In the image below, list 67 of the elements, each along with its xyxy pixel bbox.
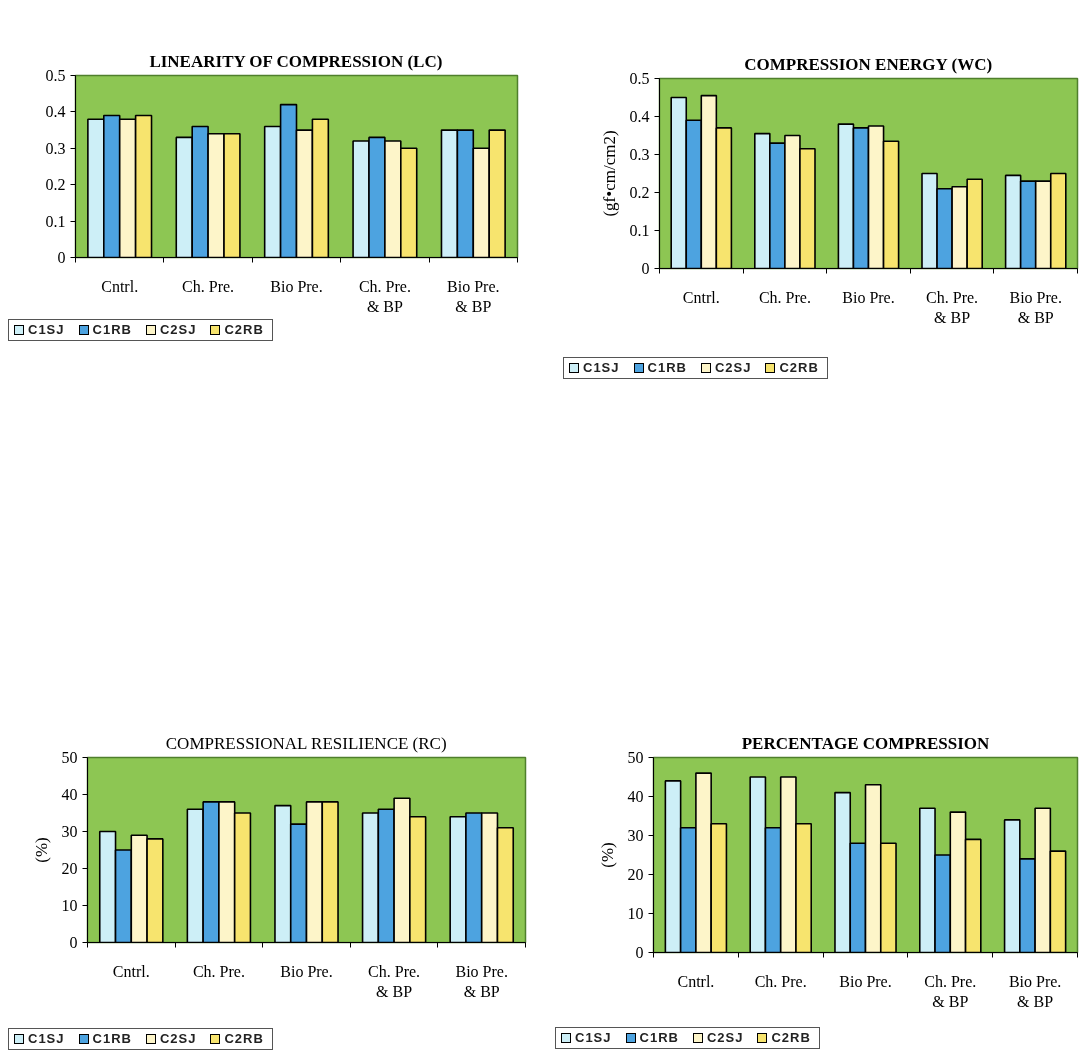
y-tick-label: 0.5: [629, 70, 650, 87]
chart-title: COMPRESSIONAL RESILIENCE (RC): [165, 733, 447, 753]
y-tick-label: 0: [69, 934, 78, 951]
x-tick-label: Ch. Pre.: [758, 288, 811, 306]
legend-label: C2RB: [771, 1030, 811, 1046]
y-tick-label: 0.3: [629, 146, 650, 163]
y-tick-label: 10: [61, 897, 78, 914]
x-tick-label: Cntrl.: [677, 972, 715, 990]
legend-label: C2RB: [224, 1031, 264, 1047]
legend-label: C2SJ: [706, 1030, 744, 1046]
chart-title: LINEARITY OF COMPRESSION (LC): [149, 51, 443, 71]
x-tick-label: Ch. Pre. & BP: [358, 277, 411, 315]
y-axis-title: (gf•cm/cm2): [599, 130, 619, 217]
y-tick-label: 30: [627, 827, 644, 844]
x-tick-label: Ch. Pre.: [754, 972, 807, 990]
x-tick-label: Bio Pre. & BP: [455, 962, 508, 1000]
chart-title: COMPRESSION ENERGY (WC): [744, 54, 993, 74]
x-tick-label: Cntrl.: [112, 962, 150, 980]
y-tick-label: 0.4: [45, 103, 66, 121]
x-tick-label: Ch. Pre. & BP: [924, 972, 977, 1010]
x-tick-label: Ch. Pre. & BP: [926, 288, 979, 326]
y-tick-label: 0: [57, 249, 66, 266]
legend-label: C1RB: [647, 360, 687, 376]
y-tick-label: 50: [627, 749, 644, 766]
y-tick-label: 0: [635, 944, 644, 961]
y-tick-label: 50: [61, 749, 78, 766]
x-tick-label: Ch. Pre.: [192, 962, 245, 980]
x-tick-label: Ch. Pre. & BP: [368, 962, 421, 1000]
legend-label: C1RB: [92, 1031, 132, 1047]
legend-label: C1RB: [92, 322, 132, 338]
y-tick-label: 40: [61, 786, 78, 803]
legend-label: C2SJ: [714, 360, 752, 376]
y-tick-label: 0.2: [629, 184, 650, 201]
y-axis-title: (%): [31, 837, 51, 863]
y-tick-label: 0.1: [629, 222, 650, 239]
legend-label: C2RB: [779, 360, 819, 376]
x-tick-label: Cntrl.: [101, 277, 139, 295]
y-tick-label: 0.1: [45, 212, 66, 230]
x-tick-label: Bio Pre.: [842, 288, 895, 306]
legend-label: C1SJ: [575, 1030, 612, 1046]
y-tick-label: 0.4: [629, 108, 650, 125]
chart-title: PERCENTAGE COMPRESSION: [741, 733, 991, 753]
y-tick-label: 0.2: [45, 176, 66, 194]
y-tick-label: 40: [627, 788, 644, 805]
x-tick-label: Bio Pre. & BP: [1009, 288, 1062, 326]
legend-label: C1SJ: [28, 1031, 65, 1047]
x-tick-label: Bio Pre.: [280, 962, 333, 980]
legend-label: C2SJ: [159, 322, 197, 338]
x-tick-label: Cntrl.: [682, 288, 720, 306]
y-tick-label: 0.5: [45, 67, 66, 84]
legend-label: C2SJ: [159, 1031, 197, 1047]
x-tick-label: Bio Pre. & BP: [447, 277, 500, 315]
y-tick-label: 20: [627, 866, 644, 883]
legend-label: C1RB: [639, 1030, 679, 1046]
y-tick-label: 0: [641, 260, 650, 277]
x-tick-label: Bio Pre.: [839, 972, 892, 990]
x-tick-label: Ch. Pre.: [182, 277, 235, 295]
x-tick-label: Bio Pre. & BP: [1008, 972, 1062, 1010]
y-tick-label: 30: [61, 823, 78, 840]
y-tick-label: 10: [627, 905, 644, 922]
legend-label: C1SJ: [28, 322, 65, 338]
x-tick-label: Bio Pre.: [270, 277, 323, 295]
y-tick-label: 20: [61, 860, 78, 877]
legend-label: C1SJ: [583, 360, 620, 376]
y-tick-label: 0.3: [45, 139, 66, 157]
legend-label: C2RB: [224, 322, 264, 338]
y-axis-title: (%): [597, 842, 617, 868]
